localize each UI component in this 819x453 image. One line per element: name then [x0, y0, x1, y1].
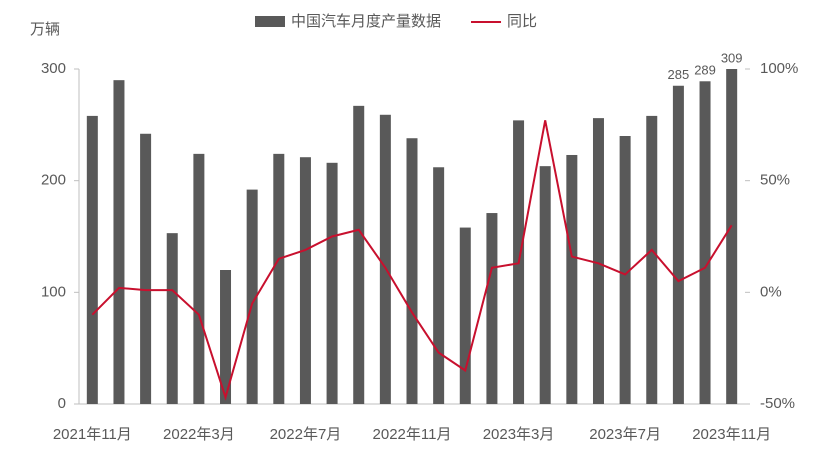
bar: [619, 136, 631, 404]
bar: [646, 115, 658, 404]
bar: [193, 153, 205, 404]
y2-tick-label: 0%: [760, 283, 782, 300]
legend: 中国汽车月度产量数据 同比: [255, 13, 537, 30]
x-tick-label: 2022年7月: [270, 426, 342, 443]
legend-label: 同比: [507, 13, 537, 30]
x-tick-label: 2021年11月: [53, 426, 132, 443]
bar: [433, 167, 445, 404]
bar: [592, 118, 604, 404]
bar: [273, 153, 285, 404]
bar: [220, 270, 232, 404]
y-tick-label: 100: [41, 283, 66, 300]
bar: [166, 233, 178, 404]
bar: [699, 81, 711, 404]
bar: [486, 213, 498, 404]
bar: [326, 162, 338, 404]
y-tick-label: 0: [58, 395, 66, 412]
x-tick-label: 2023年7月: [589, 426, 661, 443]
y2-tick-label: -50%: [760, 395, 795, 412]
bar: [379, 114, 391, 404]
bar: [566, 154, 578, 404]
value-label: 309: [721, 50, 743, 65]
y2-tick-label: 50%: [760, 172, 790, 189]
value-label: 285: [668, 67, 690, 82]
bars: [86, 69, 738, 404]
line: [91, 120, 733, 401]
bar: [539, 166, 551, 404]
x-tick-label: 2022年3月: [163, 426, 235, 443]
bar: [113, 80, 125, 404]
legend-swatch: [255, 16, 285, 27]
y2-tick-label: 100%: [760, 60, 798, 77]
bar: [86, 115, 98, 404]
x-tick-label: 2023年3月: [483, 426, 555, 443]
bar: [726, 69, 738, 404]
bar: [299, 157, 311, 404]
bar: [140, 133, 152, 404]
y-tick-label: 300: [41, 60, 66, 77]
bar: [459, 227, 471, 404]
legend-label: 中国汽车月度产量数据: [291, 13, 441, 30]
x-tick-label: 2023年11月: [692, 426, 771, 443]
bar: [406, 138, 418, 404]
bar: [353, 105, 365, 404]
y-axis-label: 万辆: [30, 21, 60, 38]
y-tick-label: 200: [41, 172, 66, 189]
bar: [246, 189, 258, 404]
value-label: 289: [694, 63, 716, 78]
x-tick-label: 2022年11月: [373, 426, 452, 443]
bar: [672, 85, 684, 404]
